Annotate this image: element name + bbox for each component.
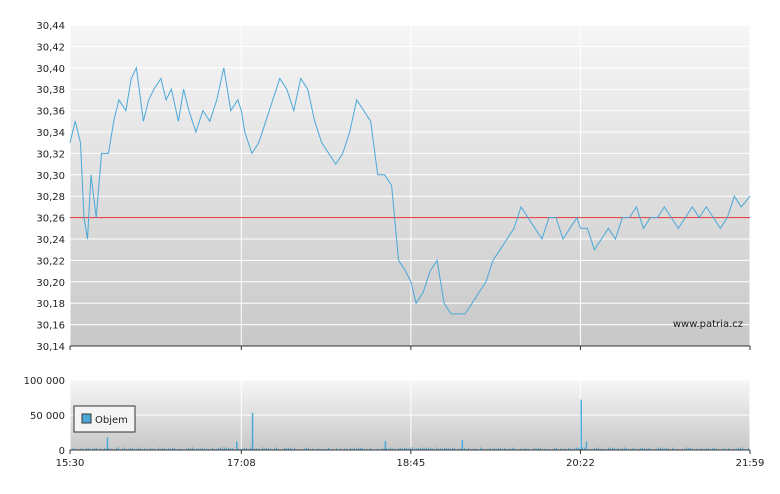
price-y-tick-label: 30,34 [36, 128, 65, 139]
volume-spike-bar [385, 441, 387, 450]
price-y-tick-label: 30,38 [36, 85, 65, 96]
volume-spike-bar [252, 413, 254, 450]
price-y-tick-label: 30,22 [36, 256, 65, 267]
volume-spike-bar [107, 437, 109, 450]
watermark: www.patria.cz [673, 319, 743, 330]
volume-spike-bar [580, 400, 582, 450]
price-y-tick-label: 30,40 [36, 64, 65, 75]
x-tick-label: 17:08 [227, 458, 256, 469]
legend-label: Objem [95, 415, 128, 426]
x-tick-labels: 15:30 17:08 18:45 20:22 21:59 [56, 458, 765, 469]
price-y-tick-label: 30,14 [36, 342, 65, 353]
price-y-tick-label: 30,26 [36, 214, 65, 225]
x-tick-label: 20:22 [566, 458, 595, 469]
price-plot-area [70, 25, 750, 346]
volume-spike-bar [586, 442, 588, 450]
volume-spike-bar [462, 440, 464, 450]
volume-spike-bar [236, 442, 238, 450]
price-y-tick-labels: 30,44 30,42 30,40 30,38 30,36 30,34 30,32 30,30… [36, 21, 65, 353]
volume-y-tick-label: 100 000 [24, 376, 65, 387]
x-tick-label: 18:45 [396, 458, 425, 469]
price-y-tick-label: 30,16 [36, 321, 65, 332]
price-y-tick-label: 30,32 [36, 149, 65, 160]
x-tick-label: 21:59 [736, 458, 765, 469]
price-y-tick-label: 30,36 [36, 107, 65, 118]
price-y-tick-label: 30,42 [36, 42, 65, 53]
price-y-tick-label: 30,24 [36, 235, 65, 246]
price-y-tick-label: 30,44 [36, 21, 65, 32]
price-y-tick-label: 30,18 [36, 299, 65, 310]
volume-y-tick-labels: 100 000 50 000 0 [24, 376, 65, 457]
price-y-tick-label: 30,30 [36, 171, 65, 182]
price-y-tick-label: 30,20 [36, 278, 65, 289]
volume-y-tick-label: 50 000 [30, 411, 65, 422]
legend: Objem [74, 406, 135, 432]
volume-y-tick-label: 0 [59, 446, 65, 457]
x-tick-label: 15:30 [56, 458, 85, 469]
legend-swatch [82, 414, 91, 423]
price-y-tick-label: 30,28 [36, 192, 65, 203]
